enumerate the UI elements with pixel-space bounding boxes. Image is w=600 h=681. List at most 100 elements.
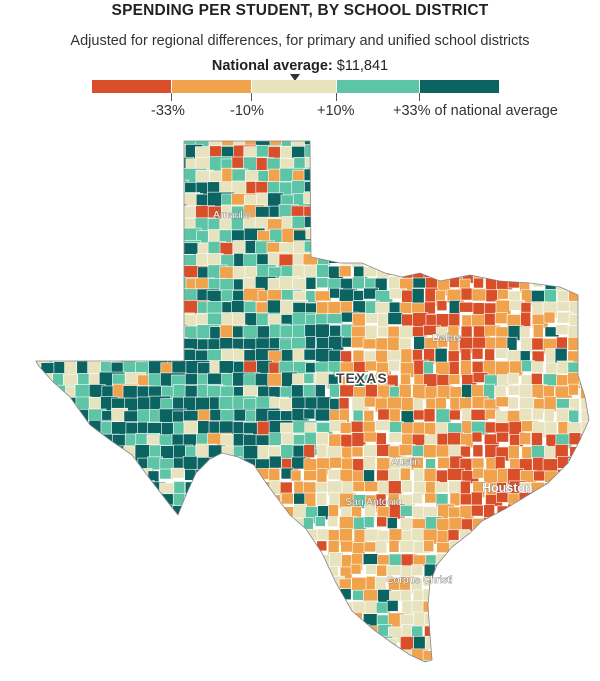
district-cell xyxy=(555,167,569,186)
district-cell xyxy=(39,527,54,543)
district-cell xyxy=(495,168,512,179)
district-cell xyxy=(99,446,116,463)
district-cell xyxy=(495,205,507,222)
district-cell xyxy=(36,602,41,615)
district-cell xyxy=(338,265,352,277)
district-cell xyxy=(400,180,411,193)
district-cell xyxy=(280,516,294,534)
district-cell xyxy=(507,578,522,597)
district-cell xyxy=(591,566,600,577)
district-cell xyxy=(341,141,354,147)
city-label-corpus-christi: Corpus Christi xyxy=(386,574,453,586)
district-cell xyxy=(255,493,273,504)
district-cell xyxy=(447,251,462,269)
district-cell xyxy=(111,649,127,662)
district-cell xyxy=(53,661,68,662)
district-cell xyxy=(135,614,152,627)
district-cell xyxy=(542,141,554,149)
district-cell xyxy=(36,614,46,631)
district-cell xyxy=(62,612,76,630)
district-cell xyxy=(147,650,162,661)
district-cell xyxy=(531,600,545,617)
district-cell xyxy=(377,156,389,170)
district-cell xyxy=(363,241,380,254)
district-cell xyxy=(41,206,66,225)
district-cell xyxy=(580,517,589,529)
district-cell xyxy=(580,157,589,174)
district-cell xyxy=(316,647,328,662)
district-cell xyxy=(317,141,334,150)
district-cell xyxy=(508,239,525,257)
district-cell xyxy=(40,553,55,569)
district-cell xyxy=(545,649,556,661)
district-cell xyxy=(149,276,176,300)
district-cell xyxy=(64,218,81,242)
district-cell xyxy=(470,491,483,506)
district-cell xyxy=(579,252,589,267)
district-cell xyxy=(63,252,80,281)
district-cell xyxy=(64,659,75,662)
district-cell xyxy=(51,468,68,484)
district-cell xyxy=(458,542,477,556)
district-cell xyxy=(41,230,60,257)
district-cell xyxy=(592,385,600,397)
district-cell xyxy=(39,661,52,662)
district-cell xyxy=(195,504,207,517)
district-cell xyxy=(76,290,94,314)
district-cell xyxy=(483,564,497,580)
district-cell xyxy=(340,540,355,553)
district-cell xyxy=(495,216,513,230)
district-cell xyxy=(375,252,387,269)
district-cell xyxy=(99,312,124,334)
legend-tick xyxy=(336,93,337,101)
district-cell xyxy=(533,192,550,208)
district-cell xyxy=(36,577,43,593)
district-cell xyxy=(593,312,600,327)
district-cell xyxy=(339,422,352,434)
district-cell xyxy=(220,553,235,570)
district-cell xyxy=(436,673,446,681)
district-cell xyxy=(36,493,47,504)
district-cell xyxy=(267,505,280,518)
district-cell xyxy=(579,554,589,571)
district-cell xyxy=(231,589,247,606)
district-cell xyxy=(233,481,249,496)
district-cell xyxy=(495,649,513,662)
district-cell xyxy=(231,503,245,521)
district-cell xyxy=(210,675,221,681)
district-cell xyxy=(317,588,334,600)
district-cell xyxy=(472,444,484,458)
district-cell xyxy=(423,360,434,376)
district-cell xyxy=(506,141,524,151)
district-cell xyxy=(314,290,332,302)
district-cell xyxy=(593,170,600,180)
district-cell xyxy=(233,661,246,662)
district-cell xyxy=(485,194,500,211)
district-cell xyxy=(36,506,41,519)
district-cell xyxy=(471,614,486,632)
district-cell xyxy=(125,588,143,602)
district-cell xyxy=(436,530,450,544)
district-cell xyxy=(364,636,381,650)
district-cell xyxy=(399,589,412,602)
district-cell xyxy=(580,398,589,413)
district-cell xyxy=(123,313,147,338)
district-cell xyxy=(125,242,149,269)
district-cell xyxy=(351,241,364,259)
district-cell xyxy=(303,661,317,662)
district-cell xyxy=(304,673,320,681)
district-cell xyxy=(112,494,125,509)
district-cell xyxy=(195,613,210,627)
district-cell xyxy=(173,539,189,557)
district-cell xyxy=(353,141,370,148)
district-cell xyxy=(447,554,460,571)
district-cell xyxy=(184,481,203,497)
district-cell xyxy=(593,361,600,376)
district-cell xyxy=(279,587,291,606)
district-cell xyxy=(197,602,213,619)
district-cell xyxy=(76,566,93,578)
district-cell xyxy=(449,492,461,507)
district-cell xyxy=(281,663,293,680)
district-cell xyxy=(99,144,125,169)
district-cell xyxy=(112,218,136,241)
